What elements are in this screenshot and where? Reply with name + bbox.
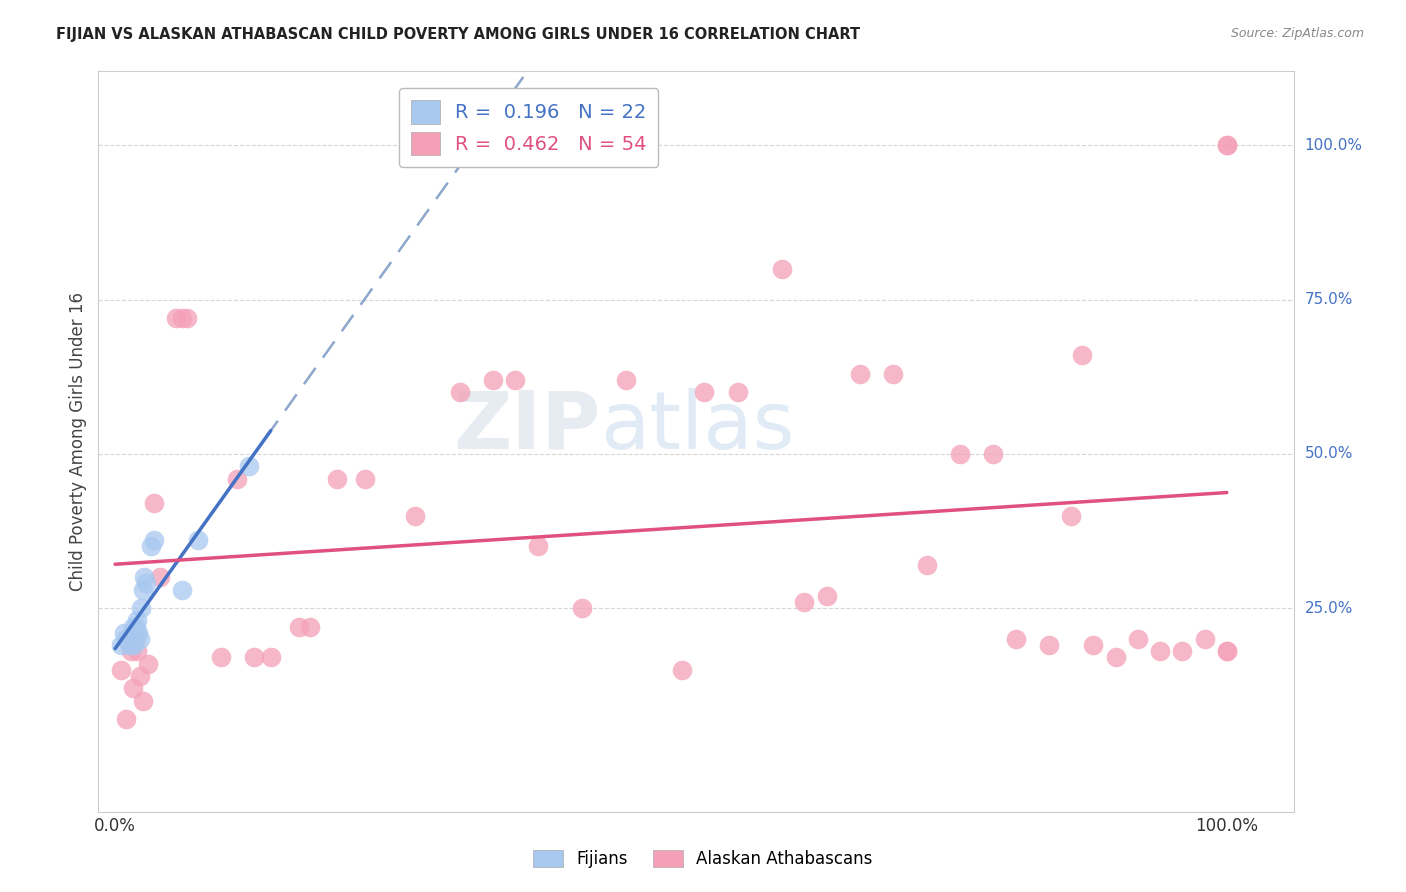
- Point: [449, 385, 471, 400]
- Text: ZIP: ZIP: [453, 388, 600, 466]
- Point: [949, 447, 972, 461]
- Point: [671, 663, 693, 677]
- Point: [326, 471, 349, 485]
- Point: [915, 558, 938, 572]
- Point: [122, 681, 145, 696]
- Point: [793, 595, 815, 609]
- Legend: R =  0.196   N = 22, R =  0.462   N = 54: R = 0.196 N = 22, R = 0.462 N = 54: [399, 88, 658, 167]
- Point: [127, 625, 149, 640]
- Point: [128, 669, 150, 683]
- Point: [298, 619, 321, 633]
- Point: [616, 373, 638, 387]
- Point: [260, 650, 283, 665]
- Point: [815, 589, 838, 603]
- Text: 25.0%: 25.0%: [1305, 600, 1353, 615]
- Point: [122, 638, 145, 652]
- Text: 50.0%: 50.0%: [1305, 446, 1353, 461]
- Point: [1216, 138, 1239, 153]
- Point: [132, 582, 155, 597]
- Point: [1083, 638, 1105, 652]
- Point: [770, 261, 793, 276]
- Point: [129, 601, 152, 615]
- Point: [1216, 138, 1239, 153]
- Point: [226, 471, 249, 485]
- Point: [110, 663, 132, 677]
- Point: [112, 625, 135, 640]
- Point: [127, 644, 149, 658]
- Point: [1060, 508, 1083, 523]
- Point: [404, 508, 426, 523]
- Point: [1216, 644, 1239, 658]
- Point: [135, 576, 157, 591]
- Point: [165, 311, 187, 326]
- Text: atlas: atlas: [600, 388, 794, 466]
- Point: [243, 650, 266, 665]
- Point: [125, 619, 148, 633]
- Point: [132, 694, 155, 708]
- Point: [110, 638, 132, 652]
- Point: [122, 619, 145, 633]
- Point: [571, 601, 593, 615]
- Point: [124, 632, 146, 646]
- Point: [115, 632, 138, 646]
- Point: [1104, 650, 1126, 665]
- Point: [118, 638, 141, 652]
- Text: Source: ZipAtlas.com: Source: ZipAtlas.com: [1230, 27, 1364, 40]
- Point: [849, 367, 872, 381]
- Point: [138, 657, 160, 671]
- Point: [170, 311, 193, 326]
- Point: [132, 570, 155, 584]
- Point: [139, 540, 162, 554]
- Point: [505, 373, 527, 387]
- Point: [1038, 638, 1060, 652]
- Point: [128, 632, 150, 646]
- Point: [238, 459, 260, 474]
- Point: [354, 471, 377, 485]
- Point: [287, 619, 309, 633]
- Point: [115, 712, 138, 726]
- Point: [1216, 644, 1239, 658]
- Legend: Fijians, Alaskan Athabascans: Fijians, Alaskan Athabascans: [527, 843, 879, 875]
- Point: [882, 367, 904, 381]
- Text: 75.0%: 75.0%: [1305, 293, 1353, 307]
- Point: [170, 582, 193, 597]
- Point: [127, 614, 149, 628]
- Point: [117, 632, 139, 646]
- Point: [1071, 348, 1094, 362]
- Point: [1004, 632, 1026, 646]
- Point: [482, 373, 505, 387]
- Text: 100.0%: 100.0%: [1305, 138, 1362, 153]
- Point: [187, 533, 209, 548]
- Text: FIJIAN VS ALASKAN ATHABASCAN CHILD POVERTY AMONG GIRLS UNDER 16 CORRELATION CHAR: FIJIAN VS ALASKAN ATHABASCAN CHILD POVER…: [56, 27, 860, 42]
- Point: [526, 540, 548, 554]
- Point: [120, 644, 142, 658]
- Point: [143, 496, 166, 510]
- Point: [983, 447, 1005, 461]
- Point: [1194, 632, 1216, 646]
- Point: [148, 570, 170, 584]
- Point: [176, 311, 198, 326]
- Point: [727, 385, 749, 400]
- Point: [693, 385, 716, 400]
- Point: [1126, 632, 1149, 646]
- Point: [121, 625, 143, 640]
- Point: [124, 632, 146, 646]
- Point: [1149, 644, 1171, 658]
- Y-axis label: Child Poverty Among Girls Under 16: Child Poverty Among Girls Under 16: [69, 292, 87, 591]
- Point: [143, 533, 166, 548]
- Point: [1171, 644, 1194, 658]
- Point: [209, 650, 232, 665]
